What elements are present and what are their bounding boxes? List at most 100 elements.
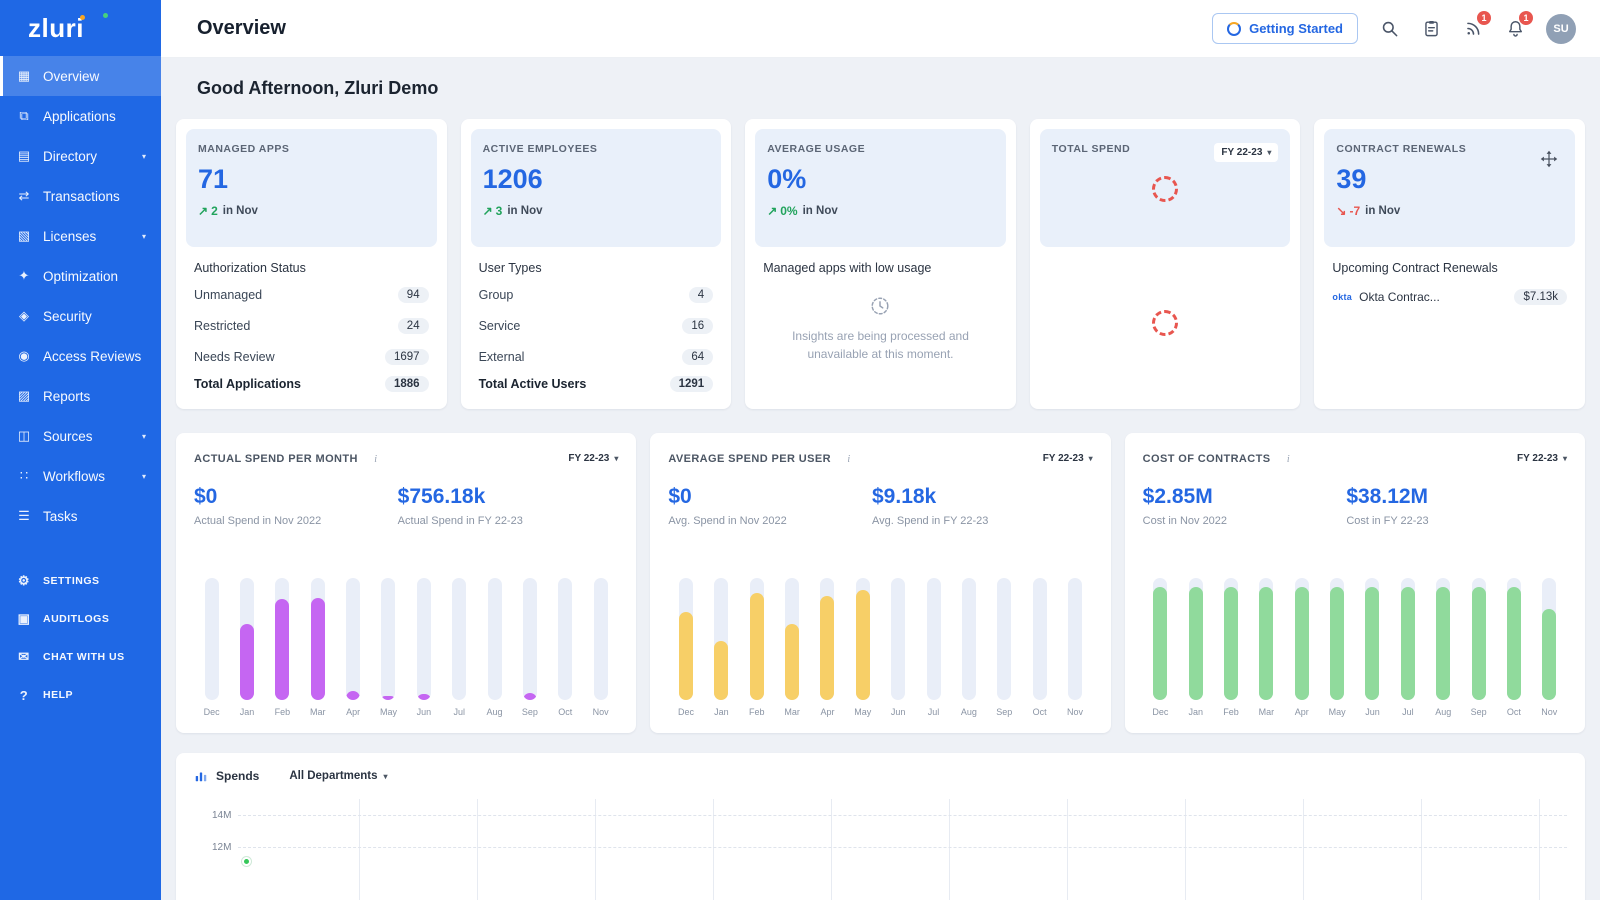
chevron-down-icon: ▾ [1089,454,1093,463]
sidebar-item-help[interactable]: ?HELP [0,676,161,714]
info-icon[interactable]: i [847,454,850,465]
sources-icon: ◫ [15,428,33,444]
sidebar-item-applications[interactable]: ⧉Applications [0,96,161,136]
stat-caption: Cost in FY 22-23 [1346,515,1550,527]
x-axis-label: Oct [1507,707,1521,717]
bar-column: Dec [668,578,703,717]
bar-column: Jun [406,578,441,717]
spends-plot: 14M 12M [194,799,1567,900]
kpi-card-managed-apps: MANAGED APPS 71 ↗2 in Nov Authorization … [176,119,447,409]
fy-select[interactable]: FY 22-23 ▾ [568,453,618,464]
stat-row: Needs Review1697 [194,341,429,372]
sidebar: zluri ▦Overview⧉Applications▤Directory▾⇄… [0,0,161,900]
tab-spends[interactable]: Spends [194,769,259,783]
kpi-title: MANAGED APPS [198,143,425,155]
sidebar-item-licenses[interactable]: ▧Licenses▾ [0,216,161,256]
kpi-card-total-spend: TOTAL SPEND FY 22-23 ▾ [1030,119,1301,409]
sidebar-item-sources[interactable]: ◫Sources▾ [0,416,161,456]
getting-started-button[interactable]: Getting Started [1212,13,1358,44]
info-icon[interactable]: i [1287,454,1290,465]
settings-icon: ⚙ [15,573,33,589]
sidebar-item-reports[interactable]: ▨Reports [0,376,161,416]
bar-track [1033,578,1047,700]
bar-track [1068,578,1082,700]
bar-column: Aug [951,578,986,717]
bar-column: Mar [1249,578,1284,717]
fy-select[interactable]: FY 22-23 ▾ [1517,453,1567,464]
stat-row-total: Total Applications 1886 [194,372,429,395]
tasks-clipboard-icon[interactable] [1420,18,1442,40]
x-axis-label: Oct [1033,707,1047,717]
bar-track [997,578,1011,700]
fy-select[interactable]: FY 22-23 ▾ [1214,143,1278,162]
x-axis-label: Nov [1541,707,1557,717]
bar-column: Jan [704,578,739,717]
chart-title: ACTUAL SPEND PER MONTH [194,453,358,465]
sidebar-item-tasks[interactable]: ☰Tasks [0,496,161,536]
departments-select[interactable]: All Departments ▾ [289,770,387,782]
app-root: zluri ▦Overview⧉Applications▤Directory▾⇄… [0,0,1600,900]
sidebar-item-label: Access Reviews [43,349,146,364]
x-axis-label: Jul [1402,707,1414,717]
chevron-down-icon: ▾ [142,152,146,161]
bar-track [205,578,219,700]
x-axis-label: Sep [1471,707,1487,717]
stat-value: $756.18k [398,485,602,509]
kpi-title: CONTRACT RENEWALS [1336,143,1563,155]
bar-column: Sep [512,578,547,717]
notifications-bell-icon[interactable]: 1 [1504,18,1526,40]
greeting-text: Good Afternoon, Zluri Demo [197,78,1585,99]
kpi-change: ↗3 in Nov [483,204,710,218]
x-axis-label: Apr [346,707,360,717]
sidebar-item-transactions[interactable]: ⇄Transactions [0,176,161,216]
bar-chart: DecJanFebMarAprMayJunJulAugSepOctNov [194,541,618,717]
sidebar-item-access-reviews[interactable]: ◉Access Reviews [0,336,161,376]
bar-column: Nov [583,578,618,717]
bar-fill [1224,587,1238,700]
stat-list: Group4Service16External64 [479,279,714,372]
x-axis-label: Feb [749,707,765,717]
sidebar-item-optimization[interactable]: ✦Optimization [0,256,161,296]
sidebar-item-chat-with-us[interactable]: ✉CHAT WITH US [0,638,161,676]
tasks-icon: ☰ [15,508,33,524]
x-axis-label: Aug [961,707,977,717]
search-icon[interactable] [1378,18,1400,40]
chevron-down-icon: ▾ [384,772,388,781]
bar-track [1295,578,1309,700]
bar-column: Feb [739,578,774,717]
section-title: Upcoming Contract Renewals [1332,261,1567,275]
series-data-point [242,857,251,866]
x-axis-label: Jan [240,707,255,717]
bar-column: Oct [548,578,583,717]
info-icon[interactable]: i [374,454,377,465]
sidebar-item-settings[interactable]: ⚙SETTINGS [0,562,161,600]
chart-card-average-spend-per-user: AVERAGE SPEND PER USER i FY 22-23 ▾ $0 A… [650,433,1110,733]
x-axis-label: Nov [593,707,609,717]
stat-caption: Cost in Nov 2022 [1143,515,1347,527]
contract-renewal-row[interactable]: okta Okta Contrac... $7.13k [1332,289,1567,305]
sidebar-item-security[interactable]: ◈Security [0,296,161,336]
bar-track [1330,578,1344,700]
chart-stats: $0 Actual Spend in Nov 2022 $756.18k Act… [194,485,618,527]
zluri-logo[interactable]: zluri [0,0,161,56]
bar-track [558,578,572,700]
sidebar-item-directory[interactable]: ▤Directory▾ [0,136,161,176]
user-avatar[interactable]: SU [1546,14,1576,44]
bell-badge: 1 [1519,11,1533,25]
sidebar-item-overview[interactable]: ▦Overview [0,56,161,96]
x-axis-label: Dec [678,707,694,717]
bar-track [1224,578,1238,700]
logo-text: zluri [28,13,84,43]
activity-feed-icon[interactable]: 1 [1462,18,1484,40]
bar-column: Jul [442,578,477,717]
bar-track [417,578,431,700]
bar-fill [1401,587,1415,700]
bar-column: Jul [1390,578,1425,717]
x-axis-label: Dec [204,707,220,717]
x-axis-label: May [854,707,871,717]
fy-select[interactable]: FY 22-23 ▾ [1043,453,1093,464]
sidebar-item-workflows[interactable]: ∷Workflows▾ [0,456,161,496]
sidebar-item-auditlogs[interactable]: ▣AUDITLOGS [0,600,161,638]
kpi-row: MANAGED APPS 71 ↗2 in Nov Authorization … [176,119,1585,409]
stat-caption: Actual Spend in FY 22-23 [398,515,602,527]
